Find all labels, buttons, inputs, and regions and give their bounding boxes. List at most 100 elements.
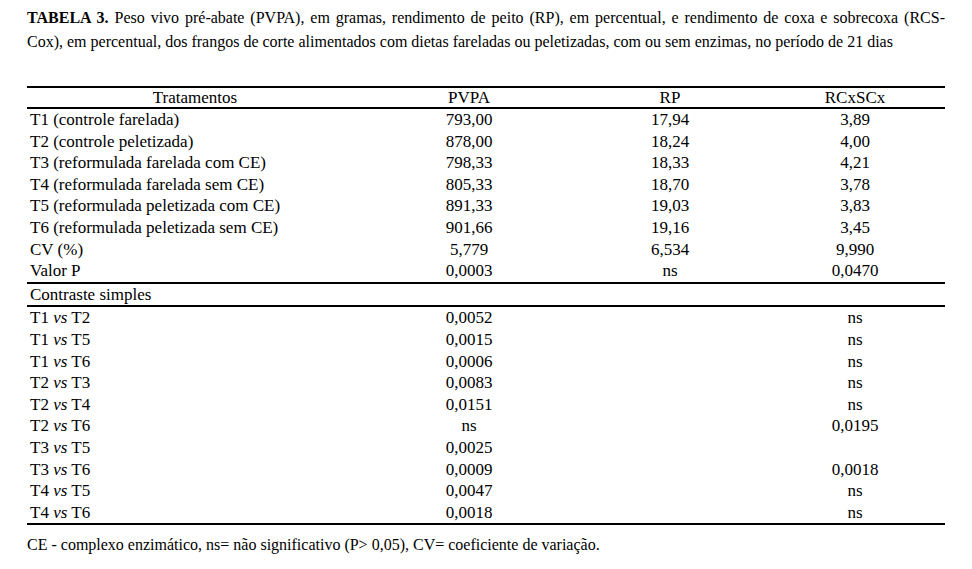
header-treatments: Tratamentos [27,87,363,108]
contrast-a: T3 [30,460,49,479]
header-rcxscx: RCxSCx [765,87,945,108]
contrast-a: T2 [30,373,49,392]
rcxscx-value: 4,00 [765,131,945,153]
contrast-label: T2 vs T3 [27,372,363,394]
rp-value [575,306,765,329]
treatment-label: T6 (reformulada peletizada sem CE) [27,217,363,239]
pvpa-value: 0,0151 [363,394,575,416]
pvpa-value: 901,66 [363,217,575,239]
contrast-b: T4 [71,395,90,414]
contrast-vs: vs [53,438,67,457]
rp-value [575,329,765,351]
contrast-b: T3 [71,373,90,392]
table-row: T2 (controle peletizada) 878,00 18,24 4,… [27,131,945,153]
rp-value [575,502,765,525]
rp-value [575,351,765,373]
contrast-vs: vs [53,330,67,349]
pvpa-value: 793,00 [363,108,575,131]
table-row: T2 vs T6 ns 0,0195 [27,415,945,437]
table-row: T1 (controle farelada) 793,00 17,94 3,89 [27,108,945,131]
contrast-vs: vs [53,352,67,371]
rcxscx-value: 3,78 [765,174,945,196]
pvpa-value: 0,0083 [363,372,575,394]
table-caption: TABELA 3. Peso vivo pré-abate (PVPA), em… [27,6,945,54]
pvpa-value: 0,0009 [363,459,575,481]
contrast-a: T4 [30,481,49,500]
rcxscx-value: 3,45 [765,217,945,239]
caption-table-label: TABELA 3. [27,9,109,26]
table-row: T4 (reformulada farelada sem CE) 805,33 … [27,174,945,196]
contrast-a: T2 [30,416,49,435]
rcxscx-value: 3,83 [765,195,945,217]
table-row: T1 vs T2 0,0052 ns [27,306,945,329]
table-row: T1 vs T5 0,0015 ns [27,329,945,351]
pvpa-value: 878,00 [363,131,575,153]
contrast-section: T1 vs T2 0,0052 ns T1 vs T5 0,0015 ns T1… [27,306,945,524]
rcxscx-value: 3,89 [765,108,945,131]
cv-label: CV (%) [27,239,363,261]
rcxscx-value: ns [765,351,945,373]
contrast-b: T2 [71,308,90,327]
rp-value [575,372,765,394]
contrast-b: T5 [71,481,90,500]
contrast-vs: vs [53,481,67,500]
rp-value: 18,33 [575,152,765,174]
treatment-label: T5 (reformulada peletizada com CE) [27,195,363,217]
pvpa-value: 0,0015 [363,329,575,351]
table-row: T3 vs T5 0,0025 [27,437,945,459]
contrast-label: T2 vs T4 [27,394,363,416]
table-row: T4 vs T6 0,0018 ns [27,502,945,525]
contrast-b: T6 [71,503,90,522]
caption-text-line1: Peso vivo pré-abate (PVPA), em gramas, r… [115,9,946,26]
pvpa-value: ns [363,415,575,437]
rcxscx-value: 9,990 [765,239,945,261]
contrast-a: T3 [30,438,49,457]
caption-line-1: TABELA 3. Peso vivo pré-abate (PVPA), em… [27,6,945,30]
table-row: Valor P 0,0003 ns 0,0470 [27,260,945,283]
pvpa-value: 0,0047 [363,480,575,502]
results-table: Tratamentos PVPA RP RCxSCx T1 (controle … [27,86,945,525]
contrast-label: T3 vs T5 [27,437,363,459]
treatment-label: T1 (controle farelada) [27,108,363,131]
contrast-vs: vs [53,460,67,479]
contrast-label: T1 vs T2 [27,306,363,329]
rcxscx-value: ns [765,306,945,329]
table-row: T3 (reformulada farelada com CE) 798,33 … [27,152,945,174]
contrast-section-header: Contraste simples [27,283,945,307]
caption-text-line2: Cox), em percentual, dos frangos de cort… [27,30,945,54]
table-row: T1 vs T6 0,0006 ns [27,351,945,373]
rp-value: 18,24 [575,131,765,153]
header-rp: RP [575,87,765,108]
contrast-a: T1 [30,352,49,371]
rp-value [575,394,765,416]
rp-value [575,459,765,481]
contrast-vs: vs [53,416,67,435]
table-header: Tratamentos PVPA RP RCxSCx [27,87,945,108]
rp-value [575,437,765,459]
rcxscx-value: ns [765,480,945,502]
contrast-a: T1 [30,308,49,327]
contrast-a: T1 [30,330,49,349]
contrast-vs: vs [53,503,67,522]
rcxscx-value [765,437,945,459]
rp-value: ns [575,260,765,283]
contrast-a: T4 [30,503,49,522]
rcxscx-value: ns [765,329,945,351]
header-row: Tratamentos PVPA RP RCxSCx [27,87,945,108]
table-row: T2 vs T4 0,0151 ns [27,394,945,416]
contrast-label: T1 vs T5 [27,329,363,351]
rcxscx-value: 4,21 [765,152,945,174]
treatment-label: T4 (reformulada farelada sem CE) [27,174,363,196]
contrast-b: T5 [71,438,90,457]
table-footnote: CE - complexo enzimático, ns= não signif… [27,534,945,556]
pvpa-value: 0,0003 [363,260,575,283]
rp-value: 6,534 [575,239,765,261]
table-row: T5 (reformulada peletizada com CE) 891,3… [27,195,945,217]
contrast-b: T6 [71,352,90,371]
contrast-vs: vs [53,395,67,414]
document-page: TABELA 3. Peso vivo pré-abate (PVPA), em… [0,0,972,569]
contrast-label: T1 vs T6 [27,351,363,373]
section-header-row: Contraste simples [27,283,945,307]
contrast-a: T2 [30,395,49,414]
rp-value [575,480,765,502]
